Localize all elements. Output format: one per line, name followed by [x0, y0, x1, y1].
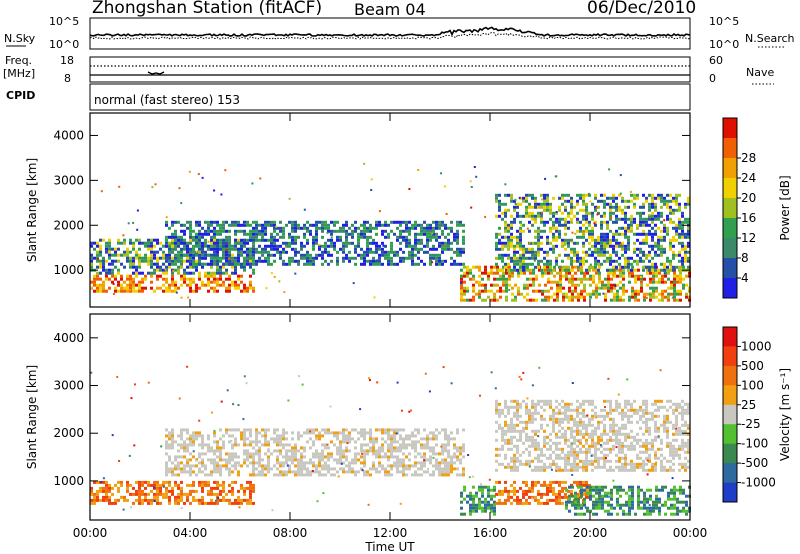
- noise-panel-frame: [89, 17, 691, 50]
- x-tick-label: 16:00: [473, 526, 508, 540]
- colorbar-tick-label: 1000: [741, 339, 772, 353]
- colorbar-swatch: [723, 482, 737, 503]
- noise-search-label: N.Search: [745, 32, 795, 45]
- freq-left-tick-top: 18: [60, 54, 74, 67]
- x-tick-label: 04:00: [173, 526, 208, 540]
- x-tick-label: 00:00: [673, 526, 708, 540]
- heatmap-region-5: [495, 193, 690, 272]
- cpid-panel-frame: [89, 83, 691, 111]
- colorbar-tick-label: -500: [741, 456, 768, 470]
- station-title: Zhongshan Station (fitACF): [92, 0, 323, 18]
- noise-left-tick-top: 10^5: [49, 15, 79, 28]
- x-tick-label: 20:00: [573, 526, 608, 540]
- y-axis-label: Slant Range [km]: [25, 158, 39, 262]
- noise-left-tick-bottom: 10^0: [49, 38, 79, 51]
- heatmap-region-2: [165, 428, 465, 477]
- freq-label-top: Freq.: [5, 54, 32, 67]
- heatmap-region-5: [565, 485, 691, 516]
- y-tick-label: 3000: [53, 379, 84, 393]
- noise-search-trace: [89, 32, 691, 40]
- freq-left-tick-bottom: 8: [64, 72, 71, 85]
- x-axis-label: Time UT: [364, 540, 415, 554]
- heatmap-panel-power: 1000 2000 3000 4000 Slant Range [km]: [25, 112, 691, 308]
- colorbar-tick-label: -100: [741, 437, 768, 451]
- x-tick-label: 12:00: [373, 526, 408, 540]
- colorbar-tick-label: 24: [741, 171, 756, 185]
- colorbar-swatch: [723, 443, 737, 464]
- y-tick-label: 4000: [53, 331, 84, 345]
- x-tick-label: 00:00: [73, 526, 108, 540]
- cpid-label: CPID: [6, 89, 35, 102]
- colorbar-tick-label: 8: [741, 251, 749, 265]
- date-label: 06/Dec/2010: [587, 0, 697, 18]
- heatmap-region-6: [495, 399, 690, 472]
- colorbar-swatch: [723, 346, 737, 367]
- beam-label: Beam 04: [354, 0, 426, 19]
- colorbar-swatch: [723, 327, 737, 347]
- colorbar-swatch: [723, 278, 737, 299]
- colorbar-swatch: [723, 118, 737, 139]
- colorbar-swatch: [723, 385, 737, 406]
- heatmap-sparse-echoes: [90, 162, 674, 299]
- heatmap-region-1: [90, 274, 255, 293]
- colorbar-velocity: 1000 500 100 25 -25 -100 -500 -1000 Velocity [m …: [722, 326, 792, 503]
- noise-sky-label: N.Sky: [4, 32, 36, 45]
- colorbar-swatch: [723, 178, 737, 199]
- colorbar-swatch: [723, 238, 737, 259]
- colorbar-swatch: [723, 218, 737, 239]
- colorbar-tick-label: 100: [741, 378, 764, 392]
- colorbar-tick-label: 4: [741, 271, 749, 285]
- x-tick-label: 08:00: [273, 526, 308, 540]
- noise-right-tick-top: 10^5: [709, 15, 739, 28]
- colorbar-tick-label: 500: [741, 359, 764, 373]
- colorbar-frame: [722, 326, 738, 503]
- heatmap-region-3: [165, 220, 465, 266]
- colorbar-power: 4 8 12 16 20 24 28 Power [dB]: [722, 117, 792, 299]
- freq-right-tick-bottom: 0: [709, 72, 716, 85]
- colorbar-swatch: [723, 404, 737, 425]
- freq-panel-frame: [89, 56, 691, 83]
- colorbar-swatch: [723, 365, 737, 386]
- freq-trace-excursion: [147, 71, 165, 75]
- heatmap-panel-velocity: 1000 2000 3000 4000 Slant Range [km]: [25, 313, 691, 521]
- colorbar-swatch: [723, 198, 737, 219]
- y-tick-label: 4000: [53, 128, 84, 142]
- colorbar-frame: [722, 117, 738, 299]
- colorbar-swatch: [723, 258, 737, 279]
- heatmap-sparse-echoes: [90, 365, 678, 512]
- noise-sky-trace: [89, 26, 691, 37]
- nave-label: Nave: [746, 66, 774, 79]
- colorbar-label: Power [dB]: [778, 175, 792, 240]
- freq-label-bottom: [MHz]: [3, 67, 35, 80]
- colorbar-tick-label: -25: [741, 417, 761, 431]
- heatmap-region-3: [460, 485, 496, 516]
- colorbar-swatch: [723, 158, 737, 179]
- colorbar-tick-label: 20: [741, 191, 756, 205]
- colorbar-swatch: [723, 138, 737, 159]
- colorbar-label: Velocity [m s⁻¹]: [778, 368, 792, 461]
- colorbar-tick-label: 12: [741, 231, 756, 245]
- y-tick-label: 1000: [53, 263, 84, 277]
- colorbar-tick-label: 16: [741, 211, 756, 225]
- cpid-text: normal (fast stereo) 153: [94, 93, 240, 107]
- y-axis-label: Slant Range [km]: [25, 365, 39, 469]
- colorbar-swatch: [723, 424, 737, 445]
- y-tick-label: 2000: [53, 426, 84, 440]
- colorbar-tick-label: 25: [741, 398, 756, 412]
- y-tick-label: 1000: [53, 474, 84, 488]
- freq-right-tick-top: 60: [709, 54, 723, 67]
- noise-right-tick-bottom: 10^0: [709, 38, 739, 51]
- colorbar-swatch: [723, 463, 737, 483]
- colorbar-tick-label: 28: [741, 151, 756, 165]
- y-tick-label: 3000: [53, 173, 84, 187]
- y-tick-label: 2000: [53, 218, 84, 232]
- colorbar-tick-label: -1000: [741, 476, 776, 490]
